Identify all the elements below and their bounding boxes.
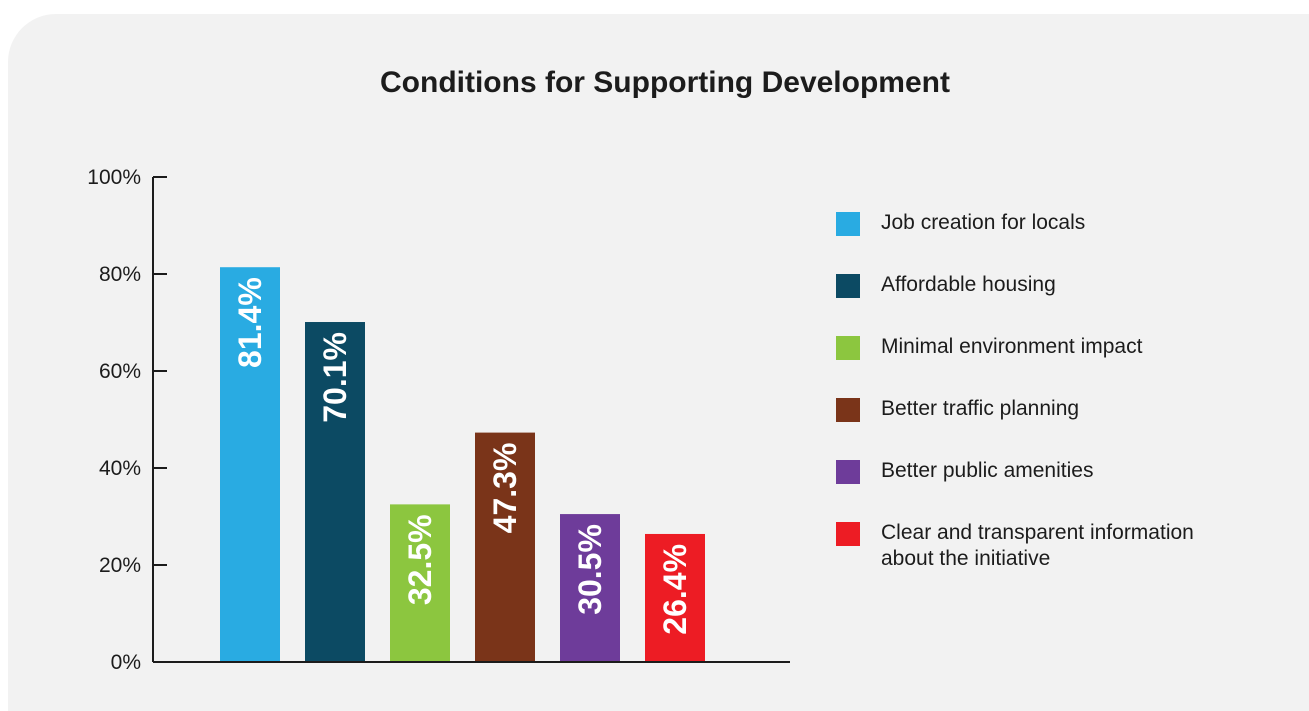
y-tick-label: 0%	[111, 651, 141, 674]
legend-item: Better public amenities	[836, 458, 1241, 484]
y-axis: 0% 20% 40% 60% 80% 100%	[87, 166, 167, 674]
legend-swatch	[836, 212, 860, 236]
bar-value-label: 32.5%	[402, 514, 438, 605]
legend-swatch	[836, 398, 860, 422]
y-tick-label: 40%	[99, 457, 141, 480]
y-tick-label: 100%	[87, 166, 141, 189]
legend-swatch	[836, 460, 860, 484]
bars: 81.4% 70.1% 32.5% 47.3% 30.5% 26.4%	[220, 267, 705, 662]
y-tick-label: 60%	[99, 360, 141, 383]
legend-item: Job creation for locals	[836, 210, 1241, 236]
bar-value-label: 70.1%	[317, 332, 353, 423]
legend-item: Minimal environment impact	[836, 334, 1241, 360]
bar-2	[305, 322, 365, 662]
legend-label: Job creation for locals	[881, 211, 1086, 234]
y-tick-label: 20%	[99, 554, 141, 577]
legend-swatch	[836, 274, 860, 298]
bar-6	[645, 533, 705, 662]
bar-value-label: 47.3%	[487, 443, 523, 534]
bar-value-label: 26.4%	[657, 544, 693, 635]
legend-label: Better traffic planning	[881, 397, 1080, 420]
bar-value-label: 81.4%	[232, 277, 268, 368]
legend-label: Clear and transparent information about …	[881, 521, 1194, 570]
bar-3	[390, 504, 450, 662]
legend-item: Clear and transparent information about …	[836, 520, 1241, 572]
bar-4	[475, 432, 535, 662]
legend-label: Better public amenities	[881, 459, 1094, 482]
bar-value-label: 30.5%	[572, 524, 608, 615]
legend-swatch	[836, 522, 860, 546]
legend-label: Minimal environment impact	[881, 335, 1143, 358]
y-tick-label: 80%	[99, 263, 141, 286]
bar-5	[560, 514, 620, 662]
legend-item: Affordable housing	[836, 272, 1241, 298]
legend-item: Better traffic planning	[836, 396, 1241, 422]
chart-title: Conditions for Supporting Development	[380, 66, 950, 99]
bar-1	[220, 267, 280, 662]
legend-label: Affordable housing	[881, 273, 1056, 296]
legend-swatch	[836, 336, 860, 360]
